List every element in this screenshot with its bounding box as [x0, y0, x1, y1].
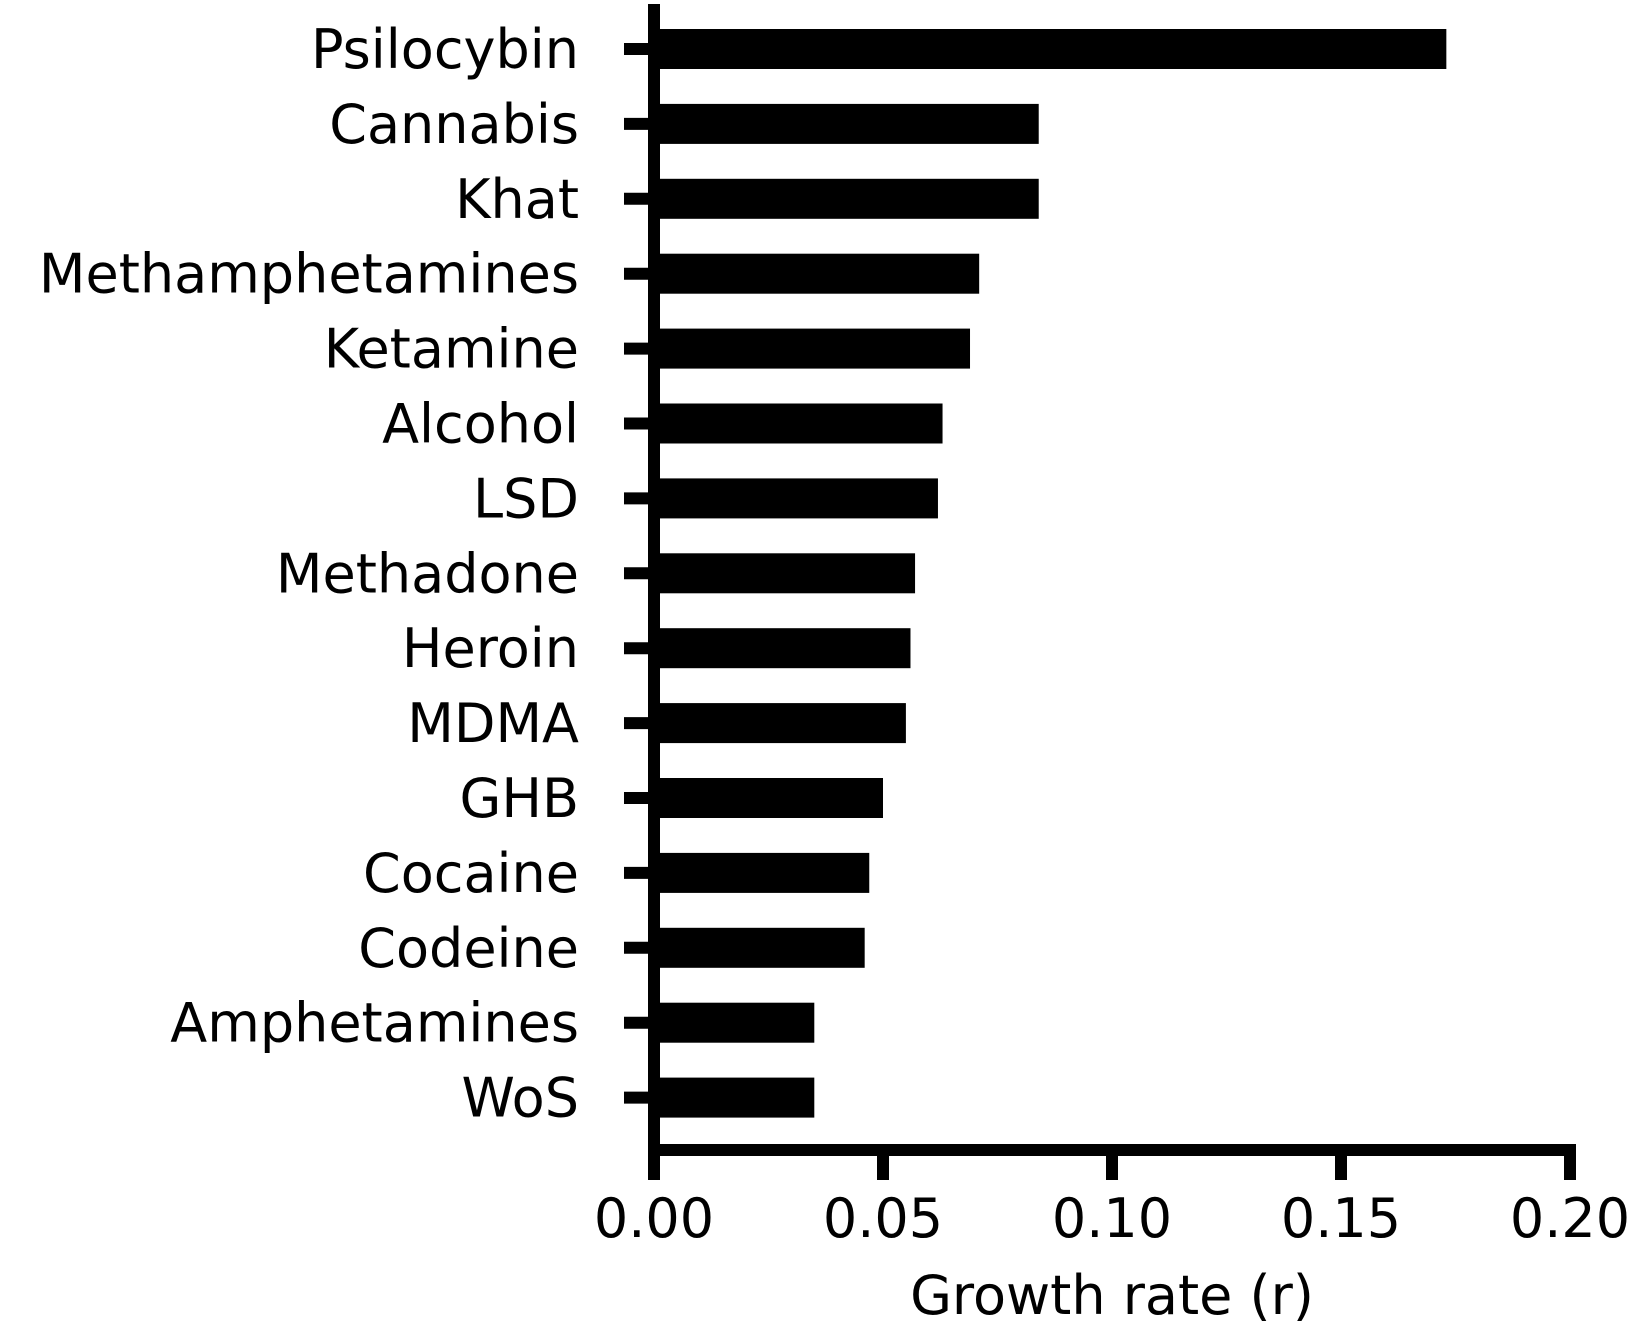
- bar: [654, 852, 870, 893]
- x-tick-label: 0.15: [1281, 1187, 1401, 1250]
- bar: [654, 29, 1447, 69]
- category-label: LSD: [473, 467, 579, 530]
- bar: [654, 178, 1039, 219]
- category-label: GHB: [460, 767, 580, 830]
- x-tick-label: 0.20: [1510, 1187, 1630, 1250]
- category-label: Heroin: [402, 617, 579, 680]
- x-axis-title: Growth rate (r): [910, 1264, 1314, 1327]
- x-tick-labels: 0.00 0.05 0.10 0.15 0.20: [594, 1187, 1630, 1250]
- category-label: Alcohol: [382, 393, 579, 456]
- category-label: Psilocybin: [311, 18, 579, 81]
- category-labels: Psilocybin Cannabis Khat Methamphetamines Ke…: [39, 18, 579, 1130]
- category-label: MDMA: [407, 692, 579, 755]
- bar: [654, 103, 1039, 144]
- bar: [654, 553, 916, 594]
- category-label: Khat: [455, 168, 579, 231]
- bar: [654, 778, 883, 818]
- x-tick-label: 0.00: [594, 1187, 714, 1250]
- category-label: Codeine: [358, 917, 579, 980]
- x-tick-label: 0.05: [823, 1187, 943, 1250]
- bars-group: [654, 29, 1447, 1118]
- bar: [654, 328, 971, 369]
- category-label: Cannabis: [329, 93, 579, 156]
- category-label: Ketamine: [324, 318, 579, 381]
- bar: [654, 1077, 815, 1118]
- bar: [654, 253, 980, 294]
- category-label: WoS: [461, 1067, 579, 1130]
- bar: [654, 1002, 815, 1043]
- bar: [654, 703, 906, 744]
- category-label: Methamphetamines: [39, 243, 579, 306]
- category-label: Methadone: [276, 542, 579, 605]
- x-tick-label: 0.10: [1052, 1187, 1172, 1250]
- bar: [654, 628, 911, 669]
- bar: [654, 927, 865, 968]
- bar: [654, 403, 943, 444]
- category-label: Amphetamines: [170, 992, 579, 1055]
- category-label: Cocaine: [363, 842, 579, 905]
- bar: [654, 478, 938, 519]
